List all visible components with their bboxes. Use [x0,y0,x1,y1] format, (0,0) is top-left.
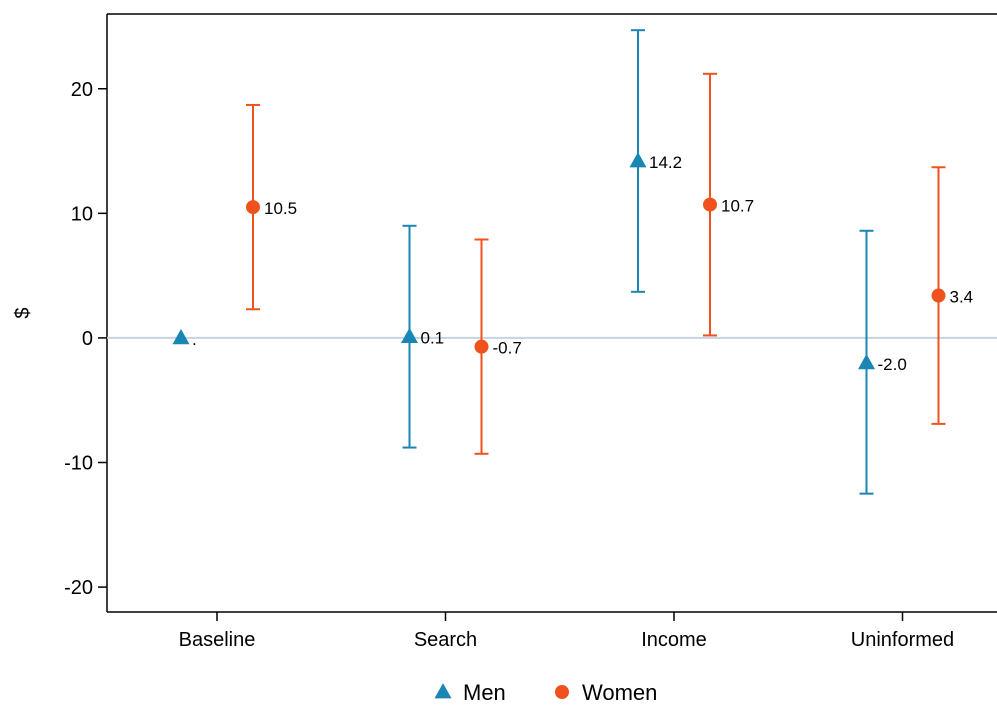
series-layer: . 0.1 14.2 -2.0 10.5 -0.7 10.7 3.4 [172,29,974,495]
y-tick-label: 0 [82,328,93,350]
circle-marker [931,288,946,303]
y-axis-title: $ [12,307,34,318]
point-women-income: 10.7 [703,72,754,337]
point-men-income: 14.2 [629,29,682,293]
y-tick-label: 20 [71,79,93,101]
plot-frame [106,13,997,613]
x-tick-label-baseline: Baseline [179,629,256,651]
legend-item-women: Women [555,680,657,705]
x-tick-label-uninformed: Uninformed [851,629,954,651]
x-tick-label-income: Income [641,629,707,651]
circle-marker [703,197,717,212]
point-men-uninformed: -2.0 [858,229,907,495]
data-label: -0.7 [493,339,522,358]
data-label: 3.4 [950,288,974,307]
point-women-uninformed: 3.4 [931,166,974,425]
legend-label: Women [582,680,657,705]
data-label: 10.5 [264,199,297,218]
circle-marker [246,200,260,215]
x-tick-label-search: Search [414,629,477,651]
triangle-marker [172,328,190,345]
legend-label: Men [463,680,506,705]
point-women-search: -0.7 [474,238,522,455]
series-women: 10.5 -0.7 10.7 3.4 [246,72,974,455]
data-label: 0.1 [421,329,445,348]
data-label: 14.2 [649,153,682,172]
y-tick-label: 10 [71,203,93,225]
data-label: 10.7 [721,197,754,216]
data-label: . [192,330,197,349]
data-label: -2.0 [878,355,907,374]
point-men-search: 0.1 [401,224,445,449]
circle-marker [474,339,489,354]
triangle-marker [858,353,875,370]
series-men: . 0.1 14.2 -2.0 [172,29,907,495]
point-women-baseline: 10.5 [246,103,297,311]
legend-circle-icon [555,685,569,699]
triangle-marker [401,327,418,344]
y-tick-label: -10 [64,453,93,475]
x-axis: Baseline Search Income Uninformed [179,612,954,651]
point-men-baseline: . [172,328,197,349]
y-tick-label: -20 [64,577,93,599]
triangle-marker [629,152,647,168]
legend-item-men: Men [434,680,506,705]
legend-triangle-icon [434,683,452,699]
legend: Men Women [434,680,657,705]
y-axis: -20 -10 0 10 20 [64,79,107,599]
